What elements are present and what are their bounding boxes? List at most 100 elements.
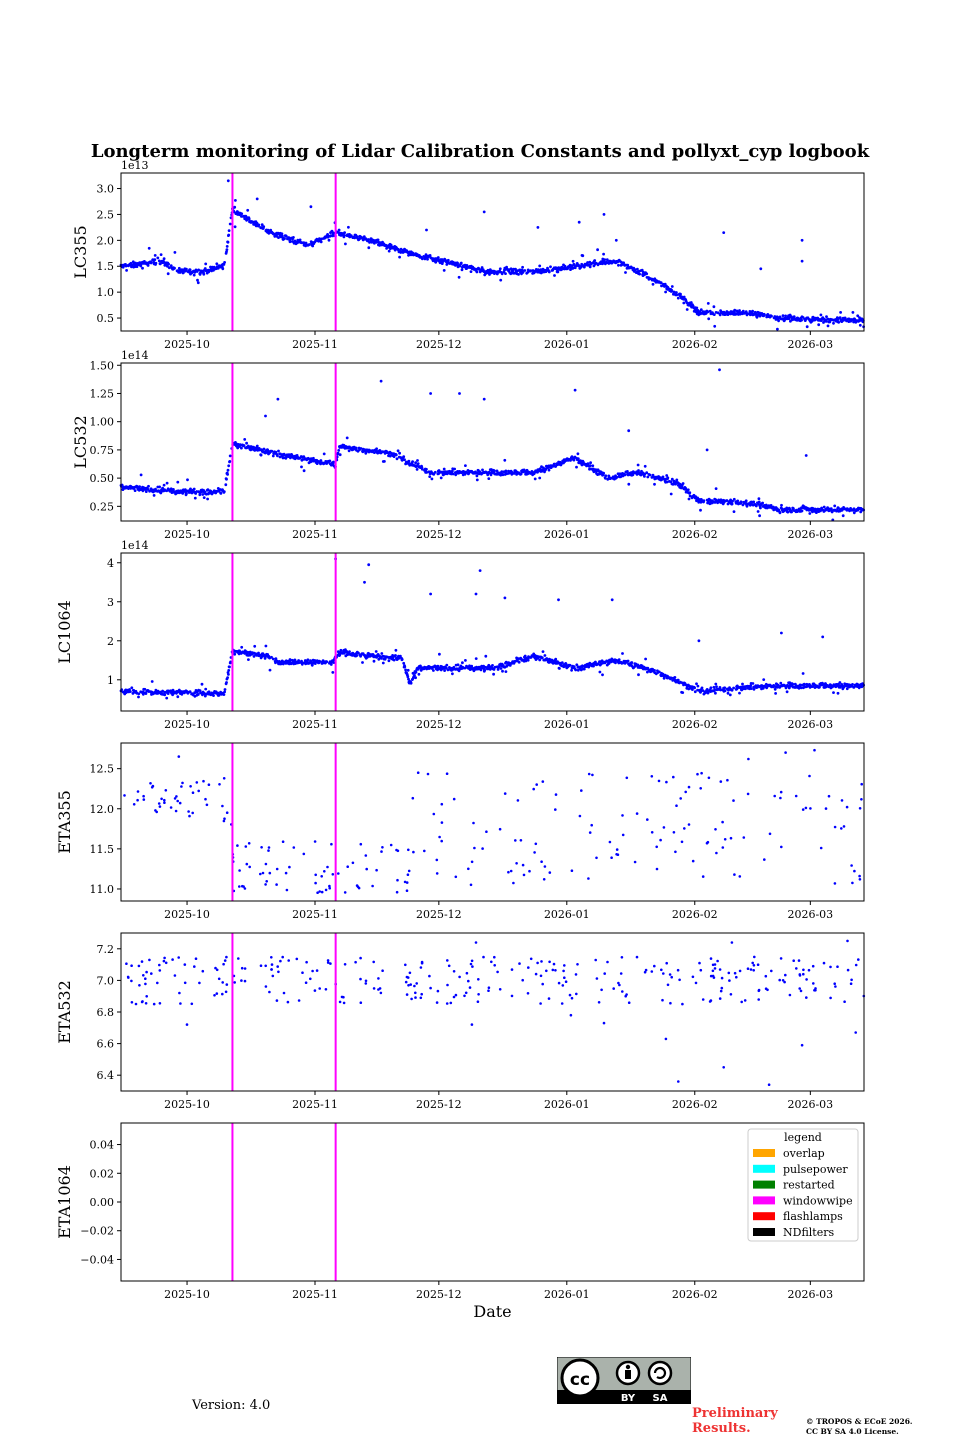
- data-point: [331, 671, 335, 674]
- data-point: [247, 842, 251, 845]
- data-point: [636, 463, 640, 467]
- data-point: [463, 994, 466, 998]
- data-point: [176, 695, 180, 699]
- data-point: [452, 970, 456, 973]
- data-point: [315, 969, 319, 972]
- data-point: [662, 826, 666, 829]
- data-point: [223, 261, 227, 264]
- data-point: [763, 313, 766, 317]
- data-point: [498, 827, 502, 831]
- data-point: [331, 873, 335, 876]
- data-point: [705, 841, 709, 845]
- data-point: [507, 870, 510, 874]
- data-point: [172, 488, 175, 491]
- data-point: [420, 961, 424, 965]
- y-tick-label: 11.0: [90, 883, 115, 896]
- data-point: [644, 968, 648, 972]
- data-point: [166, 272, 170, 276]
- data-point: [195, 781, 199, 784]
- data-point: [541, 780, 545, 783]
- data-point: [719, 780, 723, 783]
- data-point: [572, 665, 576, 668]
- data-point: [602, 213, 606, 216]
- data-point: [197, 789, 200, 793]
- data-point: [279, 959, 282, 963]
- data-point: [487, 986, 491, 989]
- data-point: [432, 812, 436, 816]
- data-point: [573, 266, 577, 270]
- data-point: [854, 963, 858, 967]
- data-point: [666, 476, 670, 480]
- data-point: [406, 668, 410, 672]
- data-point: [446, 959, 449, 962]
- data-point: [356, 885, 360, 889]
- data-point: [403, 665, 407, 669]
- data-point: [271, 657, 275, 661]
- data-point: [339, 648, 343, 652]
- data-point: [375, 240, 378, 244]
- data-point: [452, 995, 456, 999]
- data-point: [240, 446, 243, 450]
- data-point: [380, 657, 383, 660]
- data-point: [342, 995, 345, 999]
- data-point: [407, 677, 410, 681]
- data-point: [805, 996, 808, 999]
- data-point: [205, 803, 209, 807]
- data-point: [591, 464, 595, 468]
- data-point: [474, 941, 478, 944]
- data-point: [551, 968, 555, 972]
- data-point: [123, 794, 126, 797]
- data-point: [482, 270, 486, 273]
- data-point: [792, 315, 796, 319]
- data-point: [125, 269, 128, 272]
- data-point: [247, 217, 251, 221]
- data-point: [372, 659, 376, 663]
- data-point: [696, 772, 699, 776]
- x-tick-label: 2026-03: [787, 718, 833, 731]
- data-point: [845, 687, 849, 691]
- data-point: [622, 261, 625, 265]
- y-tick-label: 1.50: [90, 359, 115, 372]
- data-point: [720, 986, 724, 990]
- data-point: [520, 268, 524, 272]
- data-point: [277, 449, 280, 453]
- data-point: [465, 971, 469, 975]
- x-tick-label: 2026-01: [544, 1098, 590, 1111]
- y-offset-label: 1e13: [121, 159, 149, 172]
- data-point: [572, 263, 576, 267]
- data-point: [414, 676, 417, 680]
- data-point: [133, 489, 137, 492]
- data-point: [668, 973, 672, 976]
- data-point: [716, 959, 719, 963]
- data-point: [832, 321, 835, 325]
- data-point: [316, 891, 319, 894]
- data-point: [245, 862, 249, 866]
- data-point: [856, 314, 860, 318]
- data-point: [548, 871, 552, 874]
- data-point: [240, 645, 244, 649]
- y-tick-label: −0.02: [80, 1225, 114, 1238]
- data-point: [264, 414, 267, 418]
- data-point: [595, 977, 599, 980]
- data-point: [503, 792, 507, 795]
- data-point: [653, 482, 656, 486]
- copyright-line-1: © TROPOS & ECoE 2026.: [806, 1417, 913, 1426]
- data-point: [571, 259, 575, 263]
- legend-label-windowwipe: windowwipe: [783, 1194, 853, 1207]
- data-point: [746, 792, 750, 796]
- data-point: [319, 459, 323, 462]
- data-point: [166, 692, 170, 695]
- data-point: [554, 793, 558, 796]
- data-point: [651, 282, 655, 286]
- data-point: [728, 979, 731, 982]
- data-point: [713, 967, 717, 970]
- data-point: [429, 592, 432, 596]
- data-point: [614, 238, 618, 242]
- data-point: [539, 974, 543, 978]
- data-point: [149, 782, 152, 785]
- data-point: [173, 974, 177, 977]
- data-point: [795, 967, 798, 970]
- data-point: [594, 958, 597, 962]
- data-point: [404, 980, 408, 984]
